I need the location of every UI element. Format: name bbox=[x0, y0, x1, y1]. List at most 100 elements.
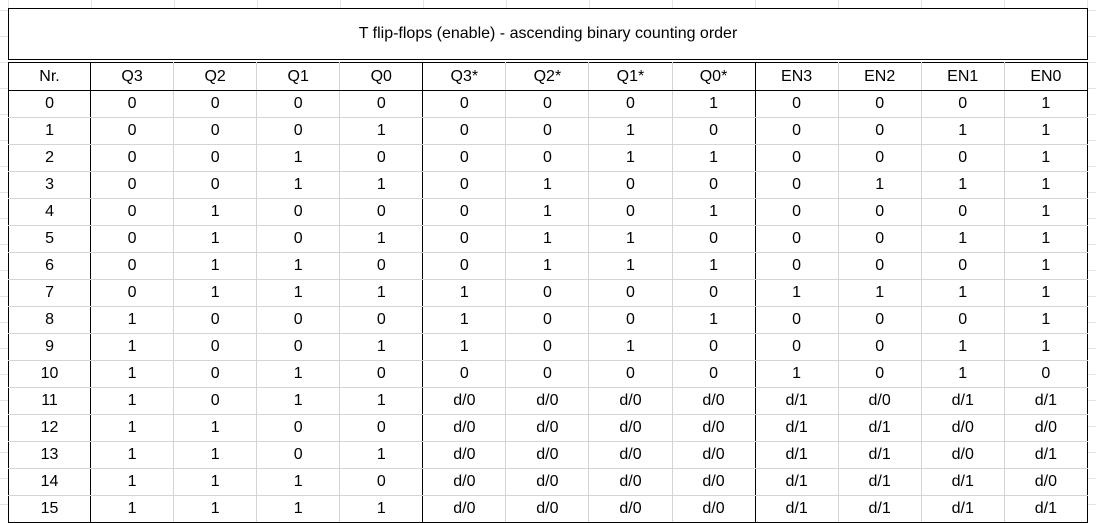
table-cell[interactable]: d/1 bbox=[921, 468, 1005, 496]
table-cell[interactable]: 1 bbox=[256, 360, 341, 388]
column-header[interactable]: Q3 bbox=[90, 62, 175, 91]
table-cell[interactable]: 0 bbox=[921, 252, 1005, 280]
table-cell[interactable]: d/0 bbox=[422, 468, 507, 496]
table-cell[interactable]: d/0 bbox=[588, 495, 673, 523]
table-cell[interactable]: 1 bbox=[173, 468, 258, 496]
table-cell[interactable]: d/0 bbox=[422, 495, 507, 523]
table-cell[interactable]: 1 bbox=[90, 360, 175, 388]
table-cell[interactable]: 0 bbox=[672, 333, 756, 361]
table-cell[interactable]: 0 bbox=[838, 225, 922, 253]
table-cell[interactable]: d/0 bbox=[422, 414, 507, 442]
table-cell[interactable]: 0 bbox=[505, 306, 590, 334]
table-cell[interactable]: d/0 bbox=[1004, 468, 1089, 496]
table-cell[interactable]: 1 bbox=[921, 333, 1005, 361]
table-cell[interactable]: 1 bbox=[1004, 171, 1089, 199]
table-cell[interactable]: 1 bbox=[90, 387, 175, 415]
column-header[interactable]: Q1 bbox=[256, 62, 341, 91]
table-cell[interactable]: 0 bbox=[339, 414, 424, 442]
table-cell[interactable]: 0 bbox=[7, 90, 92, 118]
table-cell[interactable]: 1 bbox=[672, 90, 756, 118]
column-header[interactable]: Q2 bbox=[173, 62, 258, 91]
table-cell[interactable]: 1 bbox=[505, 252, 590, 280]
table-cell[interactable]: 1 bbox=[339, 279, 424, 307]
table-cell[interactable]: 0 bbox=[256, 333, 341, 361]
column-header[interactable]: EN0 bbox=[1004, 62, 1089, 91]
table-cell[interactable]: 10 bbox=[7, 360, 92, 388]
table-cell[interactable]: d/0 bbox=[505, 441, 590, 469]
table-cell[interactable]: 0 bbox=[339, 360, 424, 388]
table-cell[interactable]: d/0 bbox=[588, 414, 673, 442]
table-cell[interactable]: 1 bbox=[173, 225, 258, 253]
table-cell[interactable]: 1 bbox=[90, 495, 175, 523]
table-cell[interactable]: 0 bbox=[339, 198, 424, 226]
table-cell[interactable]: d/0 bbox=[672, 441, 756, 469]
table-cell[interactable]: 0 bbox=[256, 441, 341, 469]
table-cell[interactable]: 8 bbox=[7, 306, 92, 334]
table-cell[interactable]: 0 bbox=[422, 252, 507, 280]
table-cell[interactable]: 0 bbox=[921, 198, 1005, 226]
table-cell[interactable]: 1 bbox=[256, 252, 341, 280]
table-cell[interactable]: 0 bbox=[256, 225, 341, 253]
table-cell[interactable]: 0 bbox=[339, 90, 424, 118]
table-cell[interactable]: 0 bbox=[755, 198, 839, 226]
table-cell[interactable]: 0 bbox=[422, 117, 507, 145]
table-cell[interactable]: 1 bbox=[1004, 279, 1089, 307]
column-header[interactable]: EN3 bbox=[755, 62, 839, 91]
table-cell[interactable]: 0 bbox=[588, 360, 673, 388]
table-cell[interactable]: d/0 bbox=[505, 495, 590, 523]
table-cell[interactable]: 1 bbox=[672, 306, 756, 334]
table-cell[interactable]: 1 bbox=[921, 117, 1005, 145]
table-cell[interactable]: 1 bbox=[422, 306, 507, 334]
table-cell[interactable]: 1 bbox=[339, 441, 424, 469]
table-cell[interactable]: 1 bbox=[1004, 198, 1089, 226]
table-cell[interactable]: 1 bbox=[838, 171, 922, 199]
table-cell[interactable]: 0 bbox=[1004, 360, 1089, 388]
table-cell[interactable]: d/0 bbox=[422, 441, 507, 469]
table-cell[interactable]: 0 bbox=[256, 117, 341, 145]
table-cell[interactable]: d/0 bbox=[672, 414, 756, 442]
table-cell[interactable]: d/0 bbox=[921, 414, 1005, 442]
table-cell[interactable]: 1 bbox=[339, 495, 424, 523]
table-cell[interactable]: 0 bbox=[173, 306, 258, 334]
table-cell[interactable]: d/1 bbox=[755, 495, 839, 523]
table-cell[interactable]: 0 bbox=[173, 387, 258, 415]
table-cell[interactable]: 0 bbox=[339, 306, 424, 334]
table-cell[interactable]: 0 bbox=[339, 252, 424, 280]
table-cell[interactable]: 0 bbox=[173, 171, 258, 199]
table-cell[interactable]: 0 bbox=[672, 225, 756, 253]
table-cell[interactable]: 14 bbox=[7, 468, 92, 496]
table-cell[interactable]: d/0 bbox=[672, 468, 756, 496]
table-cell[interactable]: 1 bbox=[173, 495, 258, 523]
table-cell[interactable]: 0 bbox=[505, 90, 590, 118]
table-cell[interactable]: 1 bbox=[921, 171, 1005, 199]
table-cell[interactable]: 0 bbox=[173, 117, 258, 145]
table-cell[interactable]: 1 bbox=[90, 414, 175, 442]
table-cell[interactable]: 1 bbox=[256, 144, 341, 172]
table-cell[interactable]: 1 bbox=[339, 117, 424, 145]
table-cell[interactable]: d/1 bbox=[755, 414, 839, 442]
table-cell[interactable]: d/1 bbox=[1004, 441, 1089, 469]
table-cell[interactable]: 13 bbox=[7, 441, 92, 469]
table-cell[interactable]: 0 bbox=[838, 360, 922, 388]
table-cell[interactable]: d/0 bbox=[505, 468, 590, 496]
table-cell[interactable]: 1 bbox=[90, 306, 175, 334]
table-cell[interactable]: 0 bbox=[90, 117, 175, 145]
table-cell[interactable]: 1 bbox=[1004, 117, 1089, 145]
table-cell[interactable]: 1 bbox=[256, 279, 341, 307]
table-cell[interactable]: 1 bbox=[505, 171, 590, 199]
table-cell[interactable]: 0 bbox=[173, 333, 258, 361]
table-cell[interactable]: 0 bbox=[90, 225, 175, 253]
table-cell[interactable]: d/0 bbox=[588, 441, 673, 469]
table-cell[interactable]: 1 bbox=[339, 225, 424, 253]
table-cell[interactable]: 1 bbox=[256, 387, 341, 415]
column-header[interactable]: Q0 bbox=[339, 62, 424, 91]
table-title[interactable]: T flip-flops (enable) - ascending binary… bbox=[8, 8, 1088, 60]
table-cell[interactable]: 0 bbox=[256, 306, 341, 334]
table-cell[interactable]: 7 bbox=[7, 279, 92, 307]
table-cell[interactable]: 0 bbox=[755, 252, 839, 280]
table-cell[interactable]: d/0 bbox=[588, 387, 673, 415]
table-cell[interactable]: 0 bbox=[755, 333, 839, 361]
table-cell[interactable]: 0 bbox=[90, 198, 175, 226]
table-cell[interactable]: d/0 bbox=[921, 441, 1005, 469]
column-header[interactable]: EN2 bbox=[838, 62, 922, 91]
